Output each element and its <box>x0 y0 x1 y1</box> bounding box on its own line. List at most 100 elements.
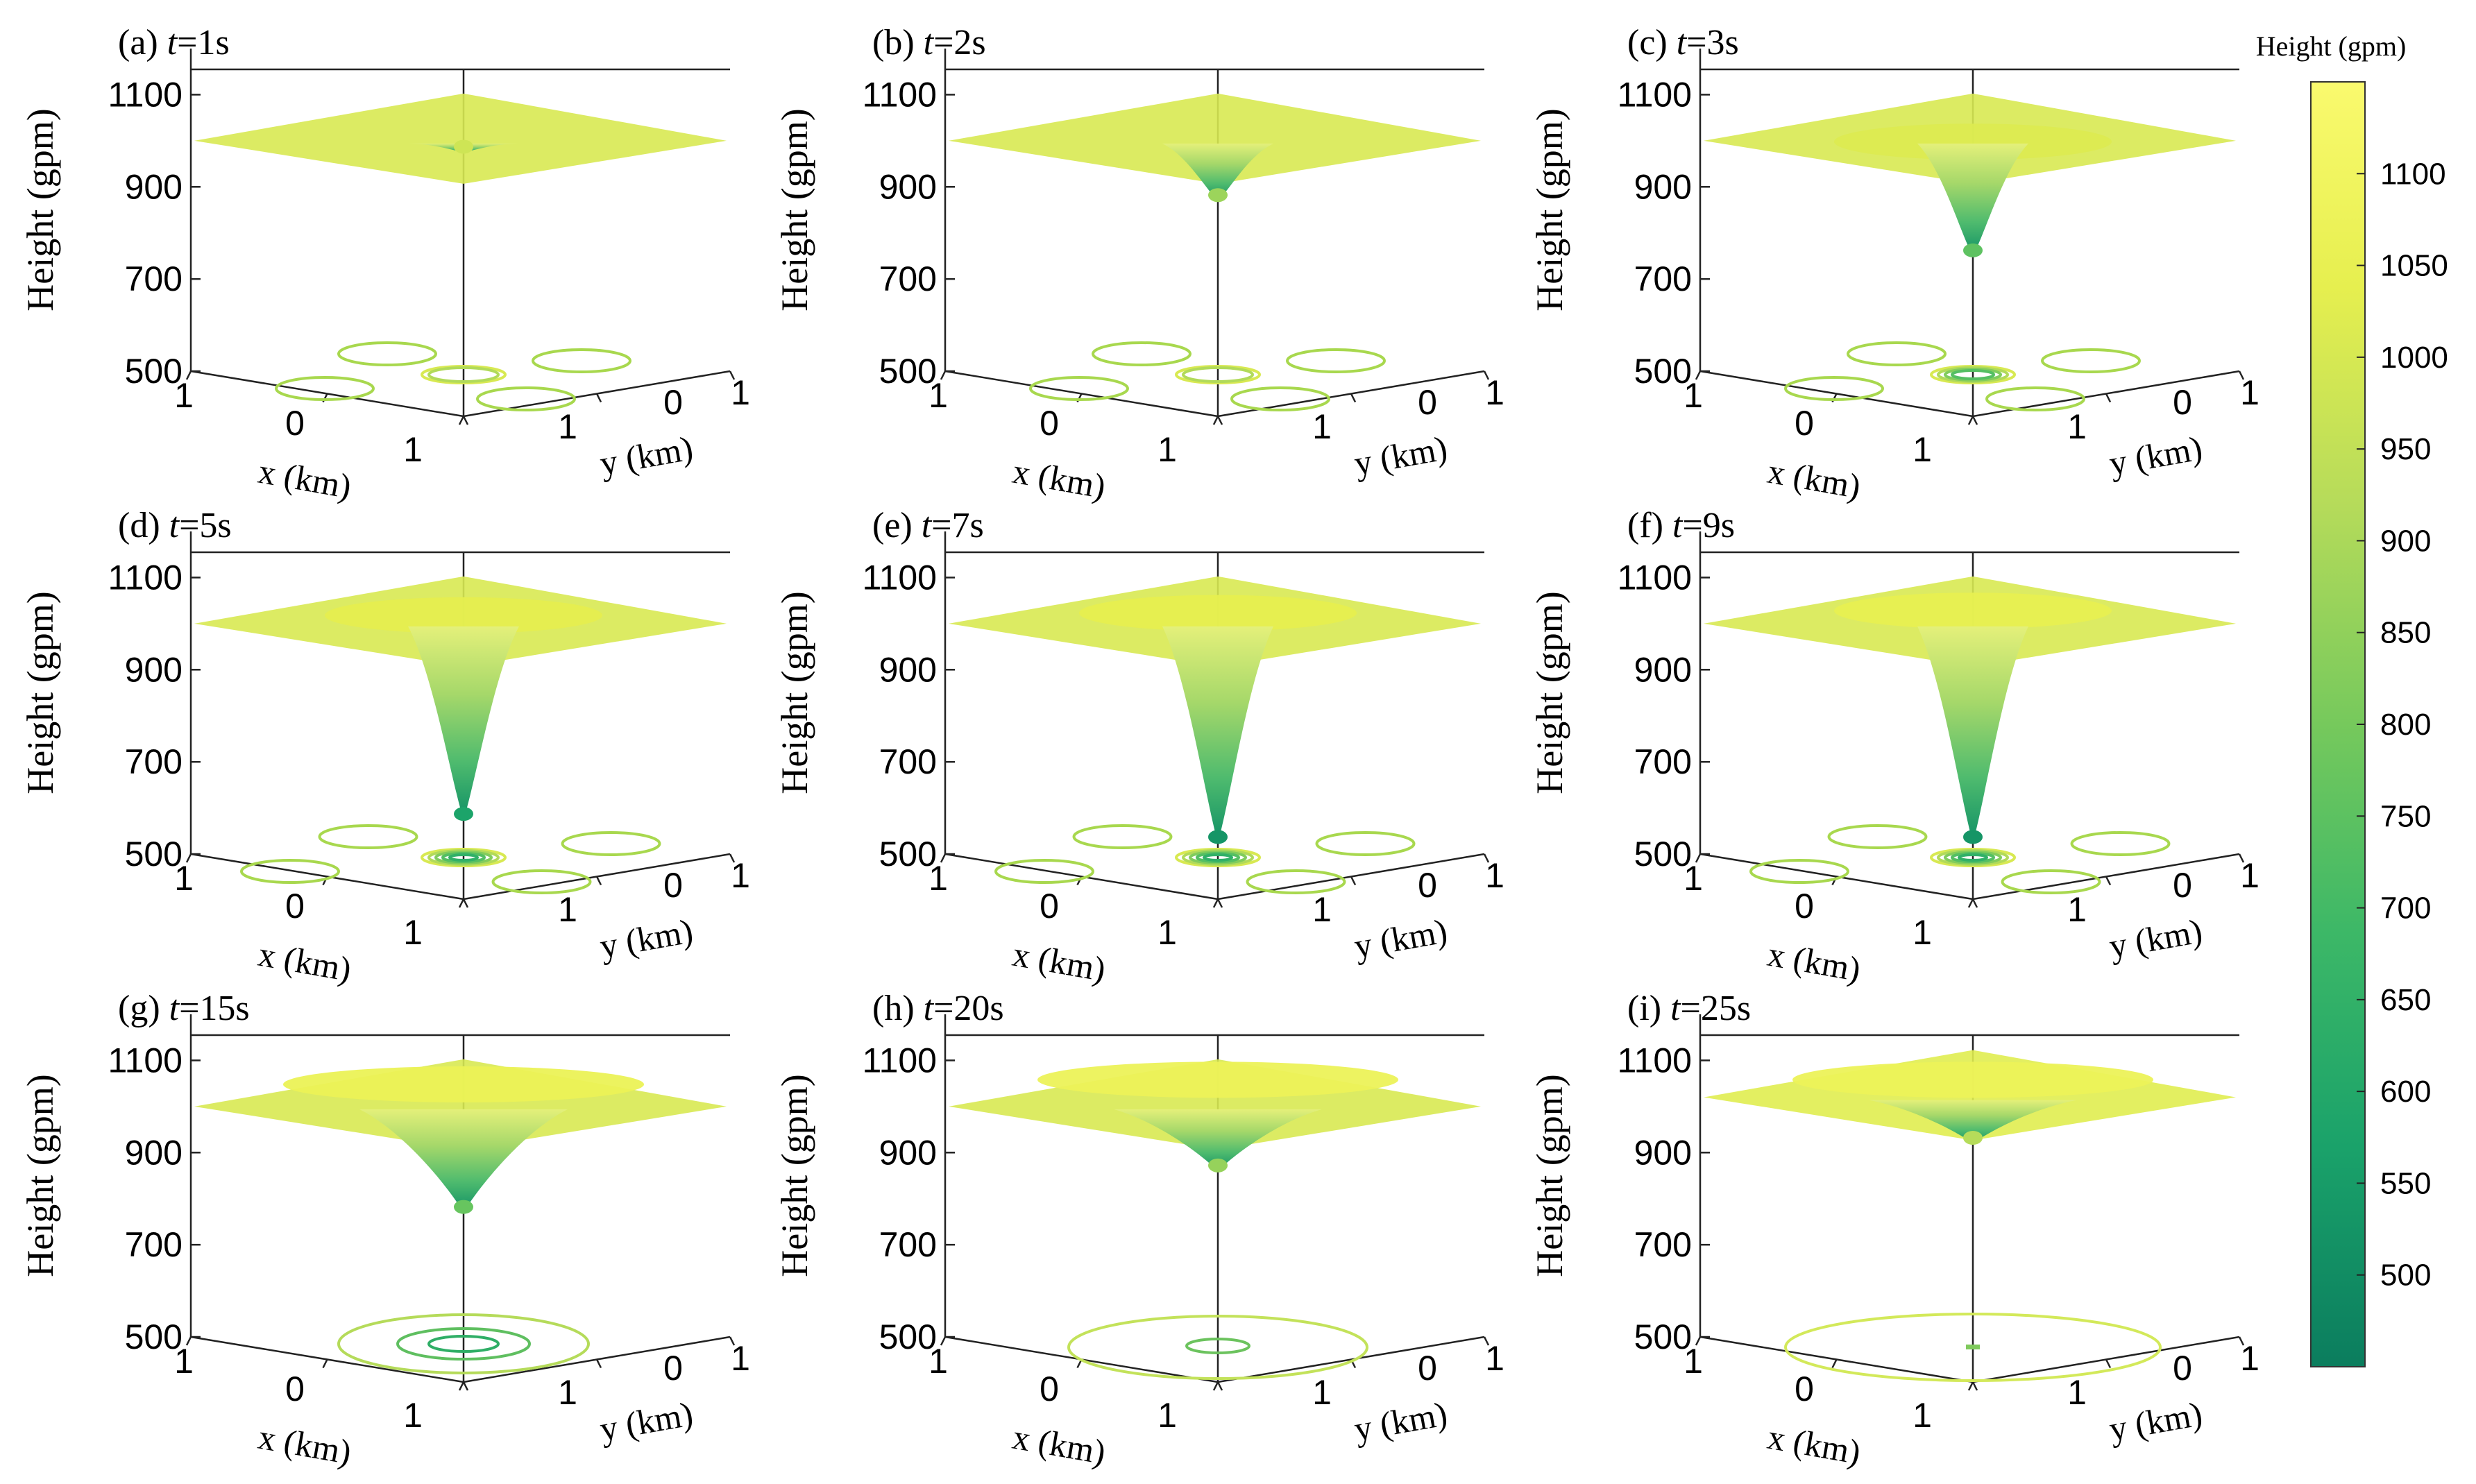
y-tick <box>2238 853 2245 863</box>
y-tick-label: 1 <box>2067 1373 2087 1412</box>
y-tick <box>2105 1358 2112 1369</box>
contour-cell <box>561 831 661 856</box>
x-tick-label: 1 <box>174 1342 194 1381</box>
colorbar-tick-label: 500 <box>2380 1259 2431 1293</box>
y-tick <box>1483 1336 1490 1346</box>
y-tick-label: 0 <box>2173 383 2192 422</box>
x-tick-label: 1 <box>403 1396 423 1435</box>
x-tick-label: 0 <box>1040 887 1059 926</box>
z-tick-label: 1100 <box>862 1041 937 1080</box>
y-tick <box>462 898 469 908</box>
x-tick-label: 1 <box>403 430 423 469</box>
contour-ring <box>1203 853 1233 862</box>
y-tick-label: 0 <box>663 1349 683 1388</box>
x-tick-label: 0 <box>285 1370 305 1408</box>
y-tick-label: 1 <box>1312 1373 1332 1412</box>
x-axis-label: x (km) <box>1765 935 1863 989</box>
x-tick-label: 0 <box>1040 1370 1059 1408</box>
y-tick-label: 1 <box>2240 856 2259 895</box>
contour-cell <box>1827 824 1928 849</box>
funnel-tip <box>454 1200 473 1214</box>
surface-funnel <box>1917 143 2028 256</box>
z-tick-label: 900 <box>879 167 937 206</box>
y-tick-label: 0 <box>2173 866 2192 905</box>
x-tick-label: 0 <box>1795 404 1814 443</box>
y-tick <box>1972 416 1978 425</box>
funnel-tip <box>454 139 473 154</box>
panel-title: (h) t=20s <box>872 989 1004 1028</box>
x-tick <box>458 1381 465 1391</box>
y-axis-label: y (km) <box>2106 428 2205 483</box>
y-tick <box>595 876 602 886</box>
panel-d: 500 700 900 1100 Height (gpm) 1 0 1 x (km) 1 0 1 y (… <box>19 506 750 989</box>
panel-title: (f) t=9s <box>1627 506 1735 545</box>
y-tick <box>2238 1336 2245 1346</box>
x-tick-label: 0 <box>1795 887 1814 926</box>
y-axis-label: y (km) <box>597 428 695 483</box>
y-tick <box>1216 898 1223 908</box>
panel-f: 500 700 900 1100 Height (gpm) 1 0 1 x (km) 1 0 1 y (… <box>1529 506 2259 989</box>
contour-cell <box>532 348 631 373</box>
contour-cell <box>994 859 1094 884</box>
surface-ridge <box>1792 1061 2153 1098</box>
z-tick-label: 1100 <box>108 558 183 597</box>
contour-ring <box>1185 1338 1250 1354</box>
x-tick-label: 1 <box>403 913 423 952</box>
y-axis-label: y (km) <box>1351 428 1450 483</box>
y-tick <box>2105 393 2112 403</box>
panel-title: (a) t=1s <box>118 23 230 62</box>
contour-cell <box>275 376 375 401</box>
colorbar-tick-label: 1000 <box>2380 341 2448 375</box>
y-axis-label: y (km) <box>2106 911 2205 966</box>
x-axis-label: x (km) <box>1010 935 1108 989</box>
x-tick-label: 1 <box>1913 430 1932 469</box>
funnel-tip <box>1963 243 1983 257</box>
x-axis-label: x (km) <box>1010 1417 1108 1472</box>
panel-title: (d) t=5s <box>118 506 232 545</box>
panel-title: (b) t=2s <box>872 23 986 62</box>
contour-cell <box>1315 831 1416 856</box>
x-tick-label: 1 <box>1158 913 1177 952</box>
y-tick-label: 1 <box>731 373 750 412</box>
colorbar-title: Height (gpm) <box>2256 31 2407 62</box>
z-tick-label: 1100 <box>1617 558 1692 597</box>
x-tick-label: 0 <box>1040 404 1059 443</box>
x-tick-label: 1 <box>928 1342 948 1381</box>
panel-a: 500 700 900 1100 Height (gpm) 1 0 1 x (km) 1 0 1 y (… <box>19 23 750 506</box>
contour-cell <box>2041 348 2141 373</box>
x-tick <box>185 370 192 380</box>
x-tick-label: 1 <box>1913 913 1932 952</box>
x-tick <box>458 416 465 425</box>
y-tick-label: 1 <box>1312 407 1332 446</box>
z-axis-label: Height (gpm) <box>1529 108 1570 311</box>
z-tick-label: 1100 <box>108 75 183 114</box>
surface-plane <box>194 93 727 184</box>
y-tick <box>595 1358 602 1369</box>
colorbar-tick-label: 600 <box>2380 1075 2431 1109</box>
funnel-tip <box>1208 830 1228 844</box>
funnel-tip <box>454 807 473 821</box>
panel-i: 500 700 900 1100 Height (gpm) 1 0 1 x (km) 1 0 1 y (… <box>1529 989 2259 1472</box>
y-tick-label: 1 <box>1485 856 1504 895</box>
z-tick-label: 1100 <box>108 1041 183 1080</box>
y-tick-label: 0 <box>663 866 683 905</box>
contour-cell <box>1029 376 1129 401</box>
z-tick-label: 900 <box>125 167 183 206</box>
contour-ring <box>1784 1313 2162 1382</box>
surface-ridge <box>1079 595 1357 631</box>
colorbar-tick-label: 800 <box>2380 708 2431 742</box>
y-tick <box>1216 416 1223 425</box>
z-tick-label: 1100 <box>1617 75 1692 114</box>
y-tick-label: 1 <box>558 890 577 929</box>
x-tick <box>940 853 947 863</box>
y-tick-label: 0 <box>2173 1349 2192 1388</box>
surface-funnel <box>359 1109 568 1213</box>
contour-center <box>1966 1345 1980 1349</box>
z-tick-label: 700 <box>125 259 183 298</box>
panel-e: 500 700 900 1100 Height (gpm) 1 0 1 x (km) 1 0 1 y (… <box>774 506 1504 989</box>
z-tick-label: 700 <box>879 1225 937 1264</box>
panel-title: (e) t=7s <box>872 506 984 545</box>
contour-cell <box>337 341 437 366</box>
z-axis-label: Height (gpm) <box>774 591 815 794</box>
y-tick-label: 1 <box>558 407 577 446</box>
